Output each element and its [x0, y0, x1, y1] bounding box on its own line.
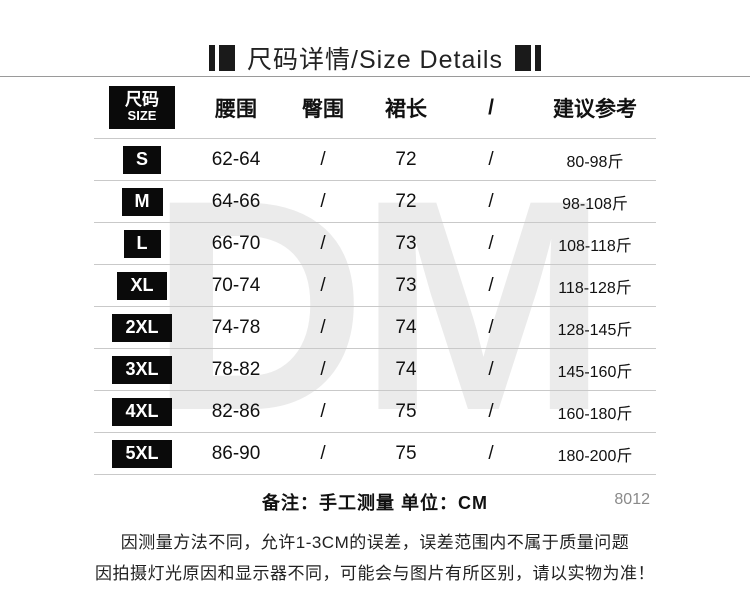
waist-cell: 64-66: [211, 190, 261, 212]
slash-cell: /: [488, 400, 494, 422]
slash-cell: /: [488, 190, 494, 212]
dm-watermark: DM: [149, 137, 609, 473]
length-cell: 74: [395, 358, 417, 380]
reference-cell: 128-145斤: [557, 321, 633, 339]
page-title: 尺码详情/Size Details: [247, 46, 503, 74]
length-cell: 72: [395, 190, 417, 212]
right-decor-bars-icon: [514, 45, 541, 71]
hip-cell: /: [320, 274, 326, 296]
hip-cell: /: [320, 148, 326, 170]
size-header-badge: 尺码 SIZE: [109, 85, 175, 130]
hip-cell: /: [320, 400, 326, 422]
reference-cell: 118-128斤: [558, 279, 632, 297]
style-code: 8012: [614, 491, 650, 508]
length-cell: 73: [395, 232, 417, 254]
hip-cell: /: [320, 316, 326, 338]
measurement-remark: 备注：手工测量 单位：CM: [262, 493, 488, 513]
reference-cell: 180-200斤: [557, 447, 633, 465]
length-cell: 75: [395, 442, 417, 464]
table-row: XL 70-74 / 73 / 118-128斤: [94, 265, 656, 307]
header-hip: 臀围: [302, 97, 344, 121]
size-badge: S: [122, 145, 161, 174]
table-row: S 62-64 / 72 / 80-98斤: [94, 139, 656, 181]
size-header-cn: 尺码: [125, 89, 159, 109]
title-divider: [0, 76, 750, 77]
size-badge: M: [121, 187, 163, 216]
slash-cell: /: [488, 358, 494, 380]
table-row: 3XL 78-82 / 74 / 145-160斤: [94, 349, 656, 391]
slash-cell: /: [488, 316, 494, 338]
size-badge: 5XL: [112, 439, 172, 468]
size-cell: M: [94, 187, 190, 216]
slash-cell: /: [488, 274, 494, 296]
table-row: 5XL 86-90 / 75 / 180-200斤: [94, 433, 656, 475]
size-cell: 4XL: [94, 397, 190, 426]
length-cell: 72: [395, 148, 417, 170]
header-reference: 建议参考: [553, 97, 637, 121]
reference-cell: 80-98斤: [566, 153, 624, 171]
table-row: 4XL 82-86 / 75 / 160-180斤: [94, 391, 656, 433]
waist-cell: 70-74: [211, 274, 261, 296]
header-length: 裙长: [385, 97, 427, 121]
waist-cell: 66-70: [211, 232, 261, 254]
length-cell: 74: [395, 316, 417, 338]
length-cell: 73: [395, 274, 417, 296]
waist-cell: 86-90: [211, 442, 261, 464]
notes-row: 备注：手工测量 单位：CM 8012: [0, 489, 750, 515]
size-cell: 2XL: [94, 313, 190, 342]
size-badge: 3XL: [112, 355, 172, 384]
waist-cell: 74-78: [211, 316, 261, 338]
size-cell: XL: [94, 271, 190, 300]
size-badge: XL: [117, 271, 167, 300]
size-badge: L: [123, 229, 161, 258]
waist-cell: 82-86: [211, 400, 261, 422]
waist-cell: 62-64: [211, 148, 261, 170]
reference-cell: 108-118斤: [558, 237, 632, 255]
size-cell: 3XL: [94, 355, 190, 384]
disclaimer-line-2: 因拍摄灯光原因和显示器不同，可能会与图片有所区别，请以实物为准！: [95, 564, 655, 583]
table-row: M 64-66 / 72 / 98-108斤: [94, 181, 656, 223]
hip-cell: /: [320, 442, 326, 464]
slash-cell: /: [488, 232, 494, 254]
title-row: 尺码详情/Size Details: [0, 0, 750, 76]
size-badge: 4XL: [112, 397, 172, 426]
hip-cell: /: [320, 232, 326, 254]
reference-cell: 160-180斤: [557, 405, 633, 423]
header-size-cell: 尺码 SIZE: [94, 85, 190, 130]
disclaimer: 因测量方法不同，允许1-3CM的误差，误差范围内不属于质量问题 因拍摄灯光原因和…: [0, 527, 750, 589]
table-row: 2XL 74-78 / 74 / 128-145斤: [94, 307, 656, 349]
table-header-row: 尺码 SIZE 腰围 臀围 裙长 / 建议参考: [94, 77, 656, 139]
header-slash: /: [488, 95, 494, 119]
header-waist: 腰围: [215, 97, 257, 121]
length-cell: 75: [395, 400, 417, 422]
hip-cell: /: [320, 358, 326, 380]
size-badge: 2XL: [112, 313, 172, 342]
slash-cell: /: [488, 442, 494, 464]
reference-cell: 98-108斤: [562, 195, 628, 213]
left-decor-bars-icon: [209, 45, 236, 71]
waist-cell: 78-82: [211, 358, 261, 380]
table-row: L 66-70 / 73 / 108-118斤: [94, 223, 656, 265]
size-header-en: SIZE: [127, 108, 157, 124]
disclaimer-line-1: 因测量方法不同，允许1-3CM的误差，误差范围内不属于质量问题: [120, 533, 630, 552]
size-cell: L: [94, 229, 190, 258]
slash-cell: /: [488, 148, 494, 170]
size-table: 尺码 SIZE 腰围 臀围 裙长 / 建议参考 S 62-64 / 72 / 8…: [94, 77, 656, 475]
size-cell: 5XL: [94, 439, 190, 468]
reference-cell: 145-160斤: [557, 363, 633, 381]
size-cell: S: [94, 145, 190, 174]
hip-cell: /: [320, 190, 326, 212]
